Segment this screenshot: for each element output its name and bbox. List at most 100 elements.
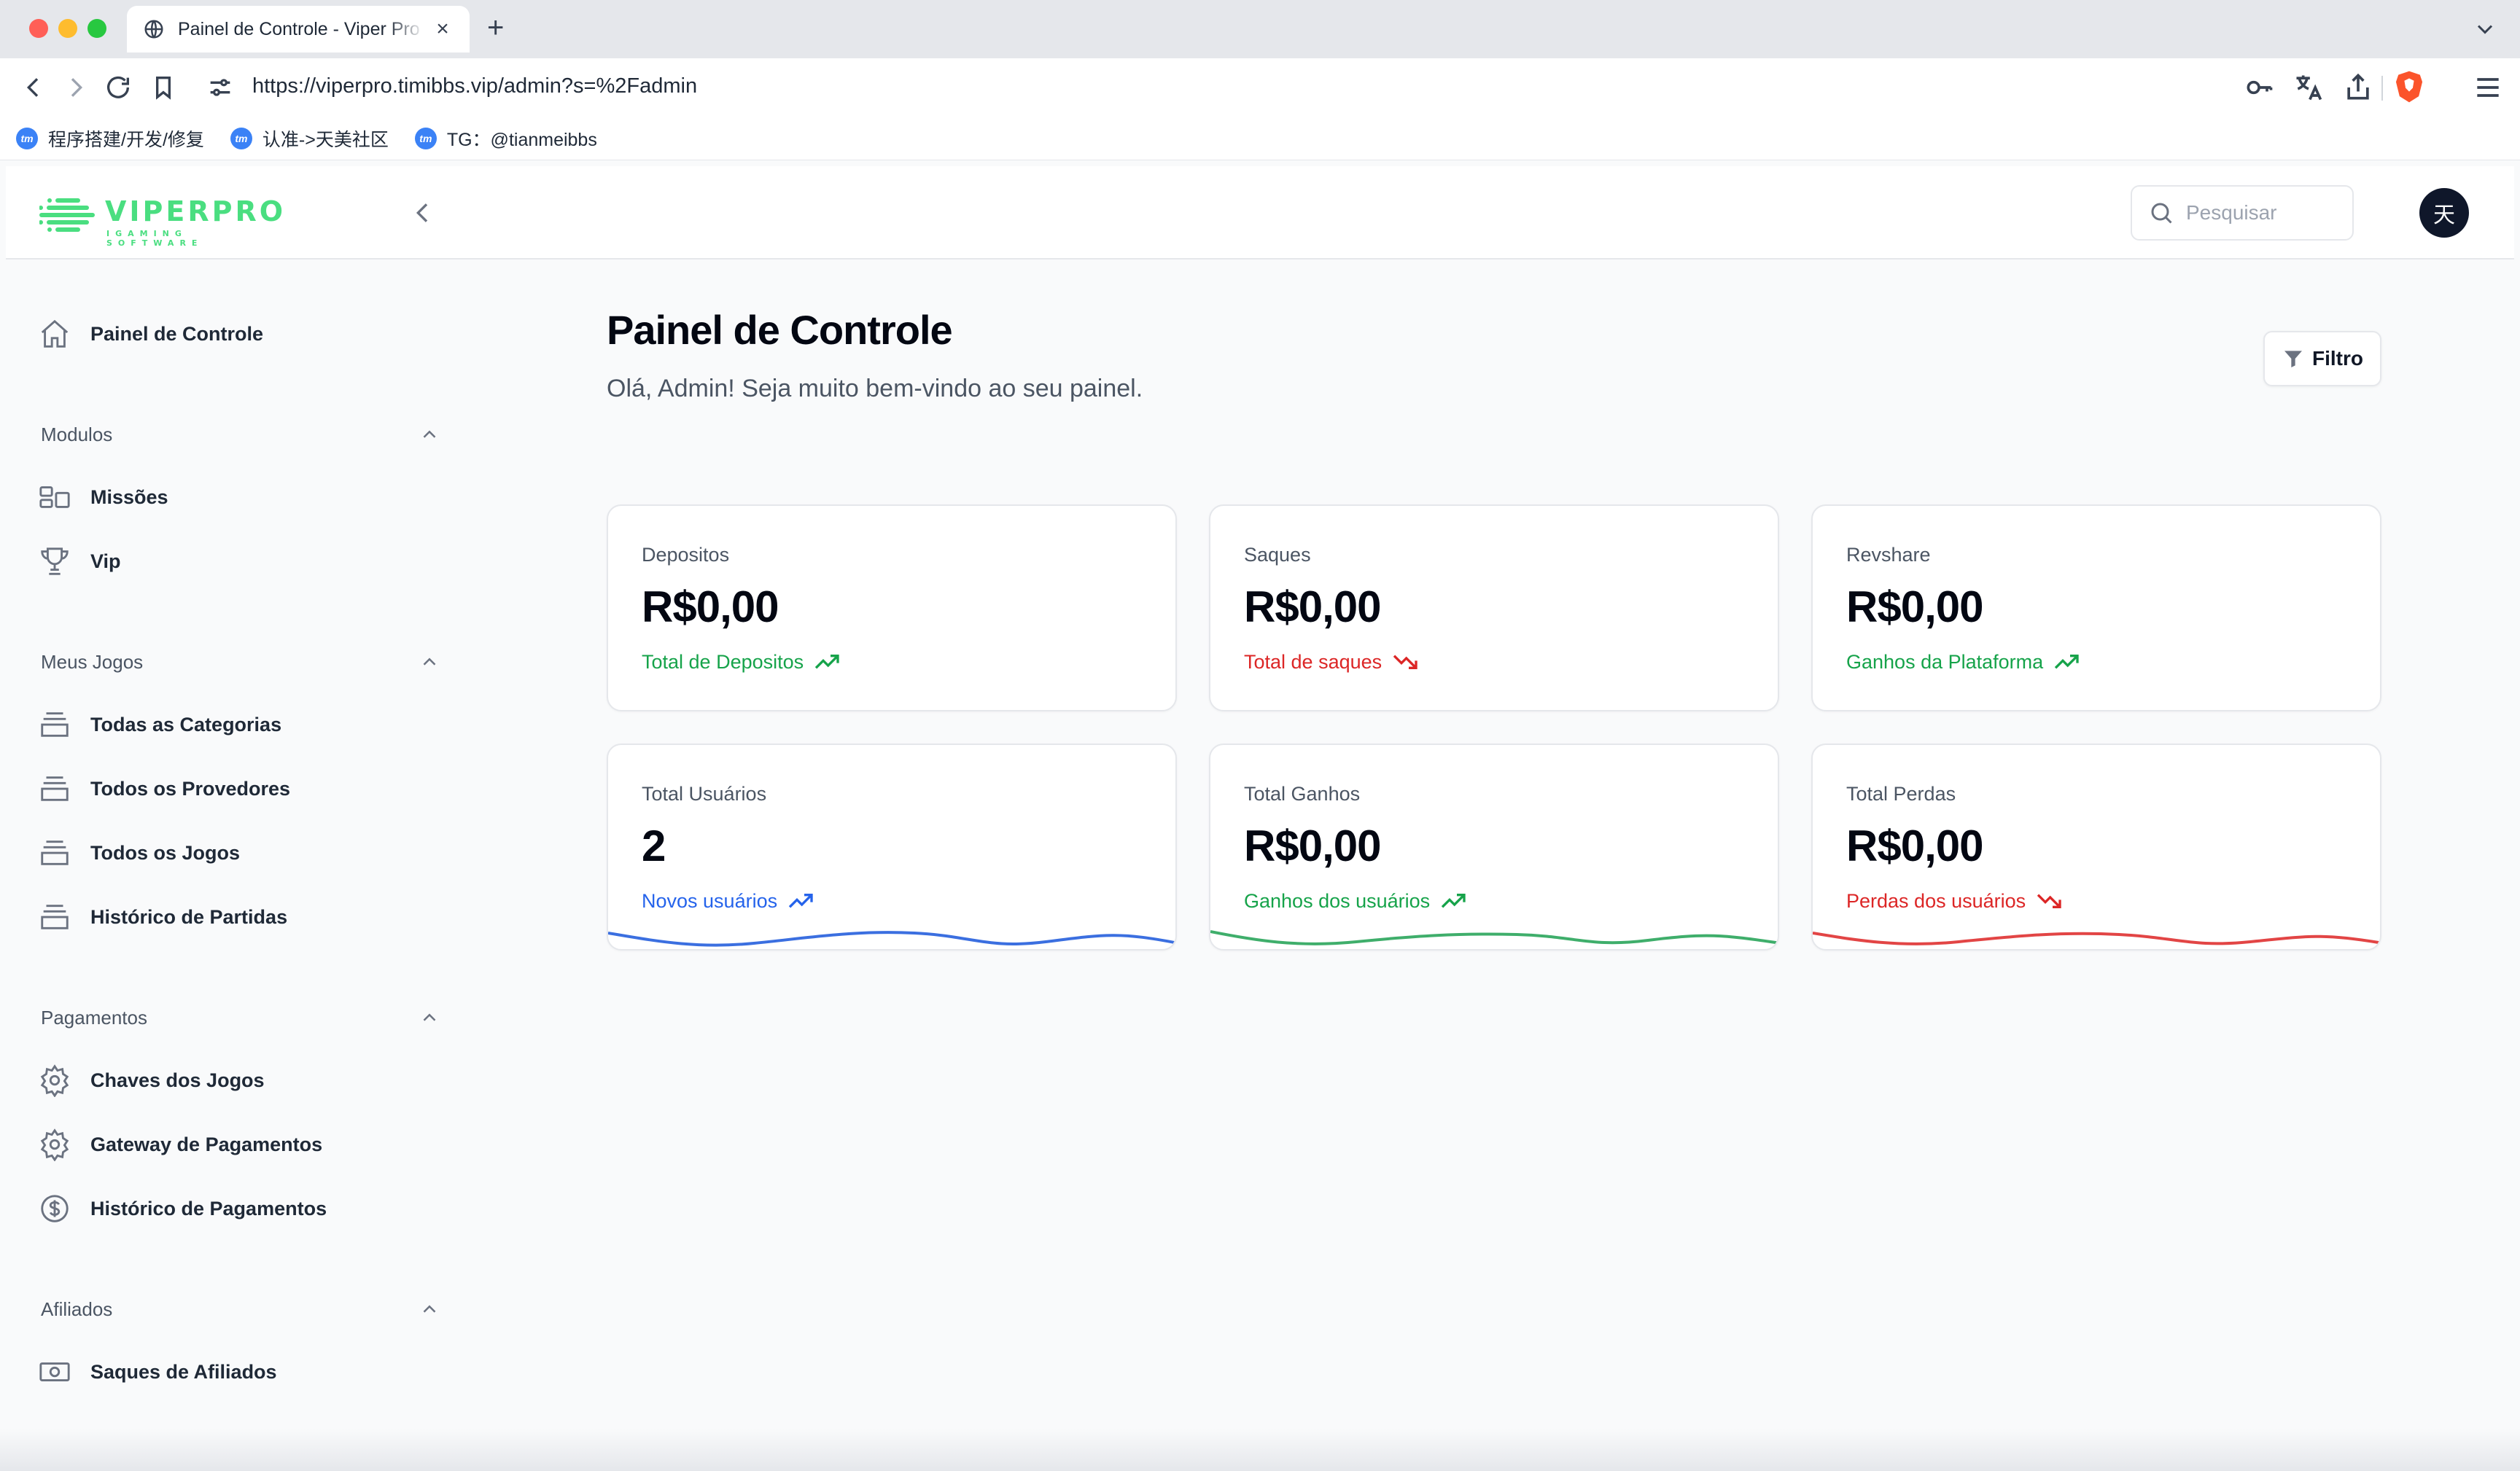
- chevron-up-icon: [423, 1305, 436, 1313]
- card-value: R$0,00: [1244, 822, 1381, 870]
- sidebar-item-todos-jogos[interactable]: Todos os Jogos: [38, 831, 240, 875]
- card-label: Depositos: [642, 544, 730, 566]
- page-title: Painel de Controle: [607, 307, 953, 353]
- sidebar-item-saques-afiliados[interactable]: Saques de Afiliados: [38, 1350, 277, 1394]
- avatar[interactable]: 天: [2419, 188, 2469, 238]
- address-bar[interactable]: https://viperpro.timibbs.vip/admin?s=%2F…: [252, 74, 698, 98]
- sparkline-perdas: [1813, 932, 2380, 945]
- logo-text: VIPERPRO: [105, 195, 287, 227]
- minimize-window-button[interactable]: [58, 19, 77, 38]
- back-icon[interactable]: [19, 73, 48, 102]
- menu-icon[interactable]: [2472, 71, 2504, 104]
- browser-tab-active[interactable]: Painel de Controle - Viper Pro ×: [127, 6, 470, 52]
- share-icon[interactable]: [2342, 71, 2374, 104]
- sidebar-section-meus-jogos[interactable]: Meus Jogos: [41, 647, 440, 676]
- sidebar-item-todos-provedores[interactable]: Todos os Provedores: [38, 767, 290, 811]
- bookmark-favicon-icon: tm: [414, 127, 437, 149]
- card-footer: Novos usuários: [642, 886, 815, 916]
- browser-tabbar: Painel de Controle - Viper Pro × +: [0, 0, 2520, 58]
- trending-up-icon: [814, 655, 839, 669]
- filter-button[interactable]: Filtro: [2263, 331, 2381, 386]
- search-box[interactable]: [2131, 185, 2354, 241]
- card-footer: Total de Depositos: [642, 647, 841, 676]
- trending-up-icon: [788, 894, 813, 908]
- archive-icon: [41, 776, 69, 801]
- sidebar-section-modulos[interactable]: Modulos: [41, 420, 440, 449]
- new-tab-button[interactable]: +: [487, 12, 505, 44]
- sidebar-item-historico-partidas[interactable]: Histórico de Partidas: [38, 895, 287, 939]
- card-footer: Ganhos dos usuários: [1244, 886, 1468, 916]
- translate-icon[interactable]: [2292, 71, 2325, 104]
- card-footer: Perdas dos usuários: [1846, 886, 2064, 916]
- trending-up-icon: [1441, 894, 1466, 908]
- trophy-icon: [41, 547, 69, 575]
- bookmark-favicon-icon: tm: [16, 127, 38, 149]
- sidebar-item-historico-pagamentos[interactable]: Histórico de Pagamentos: [38, 1187, 327, 1230]
- stat-card-total-usuarios: Total Usuários 2 Novos usuários: [607, 744, 1177, 951]
- funnel-icon: [2284, 351, 2302, 367]
- sidebar-section-pagamentos[interactable]: Pagamentos: [41, 1003, 440, 1032]
- bookmark-favicon-icon: tm: [230, 127, 252, 149]
- card-value: R$0,00: [642, 582, 779, 631]
- trending-down-icon: [2037, 894, 2061, 908]
- stat-card-depositos: Depositos R$0,00 Total de Depositos: [607, 504, 1177, 711]
- sidebar-section-afiliados[interactable]: Afiliados: [41, 1295, 440, 1324]
- sidebar-item-gateway-pagamentos[interactable]: Gateway de Pagamentos: [38, 1123, 322, 1166]
- archive-icon: [41, 905, 69, 929]
- sidebar-item-todas-categorias[interactable]: Todas as Categorias: [38, 703, 281, 746]
- gear-icon: [40, 1128, 69, 1161]
- banknote-icon: [39, 1362, 70, 1381]
- chevron-down-icon[interactable]: [2472, 16, 2498, 42]
- card-label: Total Usuários: [642, 783, 767, 805]
- bookmark-item[interactable]: tm 程序搭建/开发/修复: [16, 125, 204, 152]
- close-window-button[interactable]: [29, 19, 48, 38]
- card-label: Total Perdas: [1846, 783, 1956, 805]
- collapse-sidebar-icon[interactable]: [408, 197, 438, 229]
- bottom-fade: [0, 1429, 2520, 1471]
- maximize-window-button[interactable]: [88, 19, 106, 38]
- chevron-up-icon: [423, 658, 436, 666]
- search-icon: [2151, 203, 2172, 224]
- stat-card-total-ganhos: Total Ganhos R$0,00 Ganhos dos usuários: [1209, 744, 1779, 951]
- card-label: Saques: [1244, 544, 1311, 566]
- bookmarks-bar: tm 程序搭建/开发/修复 tm 认准->天美社区 tm TG：@tianmeibbs: [0, 117, 2520, 160]
- sidebar-item-missoes[interactable]: Missões: [38, 475, 168, 519]
- stat-card-total-perdas: Total Perdas R$0,00 Perdas dos usuários: [1811, 744, 2381, 951]
- card-label: Revshare: [1846, 544, 1931, 566]
- sidebar-item-vip[interactable]: Vip: [38, 539, 121, 583]
- sidebar: Painel de Controle Modulos Missões Vip M…: [6, 260, 458, 1455]
- home-icon: [41, 319, 69, 348]
- reload-icon[interactable]: [104, 73, 133, 102]
- sidebar-item-chaves-jogos[interactable]: Chaves dos Jogos: [38, 1058, 265, 1102]
- viperpro-logo[interactable]: VIPERPRO IGAMING SOFTWARE: [39, 192, 283, 248]
- forward-icon[interactable]: [61, 73, 90, 102]
- gear-icon: [40, 1064, 69, 1097]
- card-value: R$0,00: [1846, 822, 1983, 870]
- key-icon[interactable]: [2243, 71, 2275, 104]
- logo-mark-icon: [39, 198, 95, 232]
- stat-card-revshare: Revshare R$0,00 Ganhos da Plataforma: [1811, 504, 2381, 711]
- card-label: Total Ganhos: [1244, 783, 1361, 805]
- bookmark-item[interactable]: tm 认准->天美社区: [230, 125, 389, 152]
- chevron-up-icon: [423, 430, 436, 438]
- browser-toolbar: https://viperpro.timibbs.vip/admin?s=%2F…: [0, 58, 2520, 117]
- trending-down-icon: [1393, 655, 1418, 669]
- tab-title: Painel de Controle - Viper Pro: [178, 18, 420, 39]
- logo-subtitle: IGAMING SOFTWARE: [106, 229, 203, 248]
- card-footer: Ganhos da Plataforma: [1846, 647, 2081, 676]
- card-value: 2: [642, 822, 666, 870]
- search-input[interactable]: [2186, 201, 2332, 225]
- bookmark-item[interactable]: tm TG：@tianmeibbs: [414, 125, 597, 152]
- bookmark-icon[interactable]: [149, 73, 178, 102]
- brave-shield-icon[interactable]: [2395, 70, 2424, 104]
- page-subtitle: Olá, Admin! Seja muito bem-vindo ao seu …: [607, 375, 1143, 402]
- app-header: VIPERPRO IGAMING SOFTWARE 天: [6, 166, 2514, 260]
- layout-icon: [39, 486, 70, 508]
- archive-icon: [41, 840, 69, 865]
- card-value: R$0,00: [1244, 582, 1381, 631]
- sidebar-item-dashboard[interactable]: Painel de Controle: [38, 312, 263, 356]
- site-settings-icon[interactable]: [206, 73, 235, 102]
- tab-close-icon[interactable]: ×: [436, 17, 449, 41]
- dollar-circle-icon: [41, 1195, 69, 1222]
- stat-card-saques: Saques R$0,00 Total de saques: [1209, 504, 1779, 711]
